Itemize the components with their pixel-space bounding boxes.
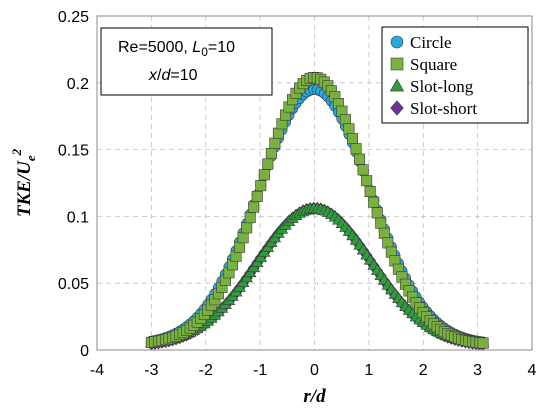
annotation-line-1: Re=5000, L0=10 <box>118 39 235 59</box>
data-point <box>241 222 253 234</box>
series-circle <box>145 84 489 348</box>
series-layer <box>145 71 490 351</box>
data-point <box>368 196 380 208</box>
data-point <box>339 114 351 126</box>
y-axis-title: TKE/Ue2 <box>9 148 38 217</box>
annotation-line-2: x/d=10 <box>148 67 198 84</box>
data-point <box>248 201 260 213</box>
data-point <box>234 241 246 253</box>
y-tick-label: 0.05 <box>58 276 89 293</box>
legend-label: Slot-long <box>410 77 474 96</box>
data-point <box>375 217 387 229</box>
data-point <box>251 190 263 202</box>
y-tick-label: 0.1 <box>67 209 89 226</box>
data-point <box>378 227 390 239</box>
data-point <box>477 337 489 349</box>
data-point <box>350 143 362 155</box>
series-square <box>145 71 489 349</box>
y-axis-title-sub: e <box>23 155 38 161</box>
data-point <box>364 186 376 198</box>
legend-marker-diamond <box>390 100 404 116</box>
y-axis-title-main: TKE/U <box>14 160 35 217</box>
data-point <box>237 232 249 244</box>
legend-label: Square <box>410 55 457 74</box>
data-point <box>382 237 394 249</box>
data-point <box>265 147 277 159</box>
legend-marker-triangle <box>389 78 405 92</box>
data-point <box>255 180 267 192</box>
data-point <box>258 169 270 181</box>
data-point <box>269 137 281 149</box>
data-point <box>357 164 369 176</box>
data-point <box>354 153 366 165</box>
x-tick-label: -4 <box>90 362 104 379</box>
y-tick-label: 0.25 <box>58 9 89 26</box>
x-tick-label: 1 <box>364 362 373 379</box>
legend-marker-circle <box>390 35 404 49</box>
x-tick-label: 0 <box>310 362 319 379</box>
y-tick-label: 0 <box>80 343 89 360</box>
y-axis-title-sup: 2 <box>9 148 24 156</box>
x-tick-label: -1 <box>253 362 267 379</box>
legend-marker-square <box>390 57 404 71</box>
y-tick-label: 0.2 <box>67 76 89 93</box>
tick-labels: -4 -3 -2 -1 0 1 2 3 4 0 0.05 0.1 0.15 0.2 0.25 <box>58 9 537 379</box>
legend-label: Circle <box>410 33 452 52</box>
legend: Circle Square Slot-long Slot-short <box>381 26 529 124</box>
data-point <box>361 175 373 187</box>
data-point <box>262 158 274 170</box>
x-tick-label: 3 <box>473 362 482 379</box>
x-tick-label: -2 <box>199 362 213 379</box>
x-tick-label: -3 <box>144 362 158 379</box>
legend-label: Slot-short <box>410 99 477 118</box>
plot-area <box>96 15 533 351</box>
annotation-box: Re=5000, L0=10 x/d=10 <box>100 27 273 96</box>
x-tick-label: 4 <box>528 362 537 379</box>
data-point <box>343 123 355 135</box>
data-point <box>244 212 256 224</box>
data-point <box>272 127 284 139</box>
data-point <box>347 133 359 145</box>
x-axis-title: r/d <box>303 386 326 407</box>
y-tick-label: 0.15 <box>58 143 89 160</box>
data-point <box>371 207 383 219</box>
x-tick-label: 2 <box>419 362 428 379</box>
